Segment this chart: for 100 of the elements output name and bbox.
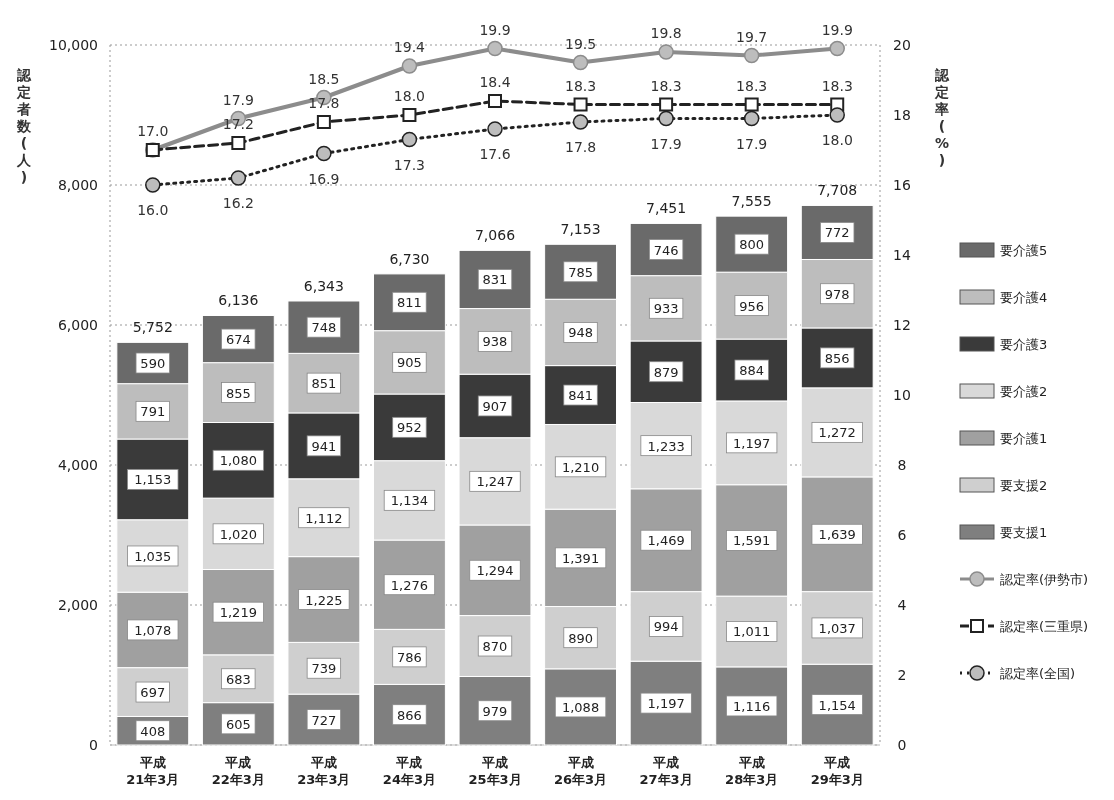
data-label: 1,134 (390, 493, 429, 509)
total-label: 6,730 (389, 250, 430, 267)
point (572, 54, 589, 71)
data-label: 851 (311, 376, 337, 392)
data-label: 938 (482, 334, 508, 350)
point (743, 47, 760, 64)
data-label: 1,276 (390, 577, 429, 593)
data-label: 948 (568, 325, 593, 341)
point (316, 115, 331, 129)
data-label: 17.8 (564, 139, 597, 155)
y-tick-label: 6,000 (57, 317, 98, 333)
y2-tick-label: 20 (893, 37, 911, 53)
data-label: 907 (482, 398, 508, 414)
x-tick-label: 平成 22年3月 (211, 755, 265, 787)
data-label: 941 (311, 438, 337, 454)
legend-label: 要介護2 (1000, 384, 1048, 399)
data-label: 1,153 (134, 472, 172, 488)
data-label: 1,219 (219, 605, 257, 621)
x-tick-label: 平成 27年3月 (639, 755, 693, 787)
y2-tick-label: 8 (897, 457, 907, 473)
legend-label: 要支援2 (1000, 478, 1048, 493)
data-label: 1,272 (818, 425, 856, 441)
data-label: 683 (225, 671, 251, 687)
data-label: 1,294 (476, 563, 514, 579)
x-tick-label: 平成 29年3月 (810, 755, 864, 787)
data-label: 956 (739, 298, 765, 314)
y-axis-title: 認定者数(人) (16, 67, 32, 185)
data-label: 17.6 (479, 146, 511, 162)
point (401, 58, 418, 74)
x-tick-label: 平成 24年3月 (382, 755, 437, 787)
data-label: 17.2 (222, 116, 254, 132)
x-tick-label: 平成 23年3月 (297, 755, 351, 787)
data-label: 19.9 (821, 21, 853, 38)
point (230, 170, 247, 186)
data-label: 1,197 (733, 435, 771, 451)
data-label: 994 (653, 619, 679, 635)
x-tick-label: 平成 26年3月 (553, 755, 608, 787)
legend-label: 要介護5 (1000, 243, 1048, 258)
point (658, 110, 674, 127)
x-tick-label: 平成 25年3月 (468, 755, 522, 787)
data-label: 19.8 (650, 25, 682, 41)
data-label: 19.9 (479, 21, 511, 38)
data-label: 605 (225, 716, 251, 732)
x-tick-label: 平成 28年3月 (725, 755, 779, 787)
point (487, 40, 503, 57)
data-label: 18.3 (650, 77, 682, 94)
data-label: 674 (225, 332, 251, 348)
data-label: 17.9 (736, 135, 768, 152)
data-label: 1,197 (647, 696, 685, 712)
data-label: 791 (140, 404, 166, 420)
data-label: 18.3 (821, 77, 853, 94)
data-label: 748 (311, 320, 337, 336)
data-label: 746 (653, 242, 679, 258)
y2-tick-label: 4 (897, 597, 907, 613)
data-label: 1,037 (818, 620, 856, 636)
data-label: 1,011 (733, 624, 771, 640)
data-label: 933 (653, 301, 679, 317)
data-label: 19.7 (736, 28, 768, 45)
data-label: 18.4 (479, 74, 511, 90)
point (402, 108, 417, 122)
data-label: 905 (397, 355, 422, 371)
data-label: 739 (311, 661, 337, 677)
data-label: 1,225 (305, 592, 343, 608)
data-label: 1,112 (305, 510, 343, 526)
data-label: 590 (140, 356, 166, 372)
data-label: 1,247 (476, 474, 514, 490)
data-label: 17.8 (308, 95, 340, 111)
y2-tick-label: 2 (897, 667, 907, 683)
point (487, 121, 503, 137)
point (829, 40, 845, 57)
data-label: 16.0 (137, 202, 169, 218)
data-label: 870 (482, 639, 508, 655)
data-label: 855 (225, 385, 251, 401)
data-label: 1,035 (134, 548, 172, 564)
data-label: 772 (824, 225, 850, 241)
legend-label: 認定率(伊勢市) (1000, 572, 1089, 587)
total-label: 6,136 (218, 292, 259, 309)
data-label: 879 (653, 364, 679, 380)
y2-tick-label: 18 (893, 107, 911, 123)
y-tick-label: 4,000 (57, 457, 98, 473)
point (659, 97, 674, 112)
data-label: 18.0 (821, 132, 853, 148)
data-label: 786 (397, 649, 422, 665)
point (658, 44, 674, 60)
data-label: 17.9 (650, 135, 682, 152)
y-tick-label: 2,000 (57, 597, 98, 613)
y2-tick-label: 14 (893, 247, 911, 263)
data-label: 978 (824, 286, 850, 302)
data-label: 16.2 (222, 195, 254, 211)
legend-label: 要支援1 (1000, 525, 1048, 540)
y2-axis-title: 認定率(%) (934, 67, 950, 168)
point (401, 131, 418, 148)
total-label: 5,752 (132, 319, 173, 336)
y-tick-label: 10,000 (49, 37, 98, 53)
point (572, 114, 589, 130)
data-label: 1,210 (561, 459, 600, 475)
data-label: 1,088 (561, 699, 600, 715)
data-label: 1,469 (647, 533, 685, 549)
data-label: 408 (140, 723, 166, 739)
legend-label: 要介護3 (1000, 337, 1048, 352)
